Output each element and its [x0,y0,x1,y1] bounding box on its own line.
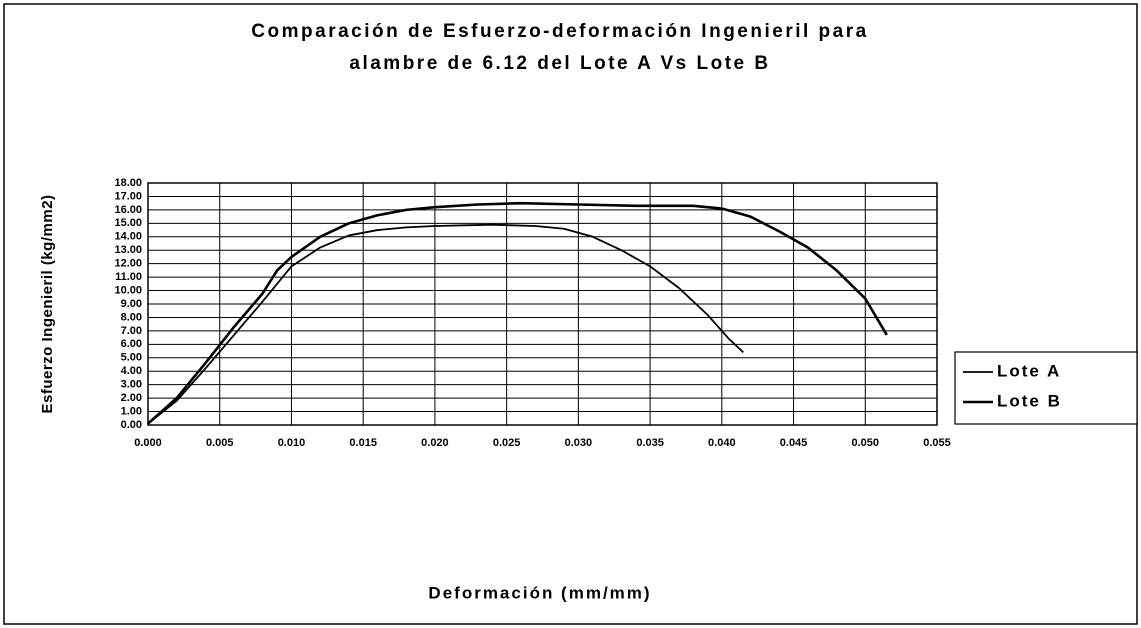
legend-label: Lote A [997,361,1061,380]
y-tick-label: 10.00 [114,284,142,296]
series-line [147,201,888,425]
x-tick-label: 0.040 [708,437,736,449]
y-tick-label: 2.00 [121,392,142,404]
x-tick-label: 0.045 [780,437,808,449]
y-tick-label: 1.00 [121,405,142,417]
y-tick-label: 18.00 [114,177,142,189]
y-tick-label: 8.00 [121,311,142,323]
x-tick-label: 0.025 [493,437,521,449]
y-tick-label: 3.00 [121,379,142,391]
legend-box [954,351,1138,425]
x-tick-label: 0.000 [134,437,162,449]
y-tick-label: 12.00 [114,258,142,270]
y-tick-label: 9.00 [121,298,142,310]
x-tick-label: 0.020 [421,437,449,449]
x-tick-label: 0.030 [565,437,593,449]
legend-label: Lote B [997,391,1062,410]
y-axis-label: Esfuerzo Ingenieril (kg/mm2) [39,194,56,413]
y-tick-label: 4.00 [121,365,142,377]
x-tick-label: 0.015 [349,437,377,449]
x-tick-label: 0.010 [278,437,306,449]
x-tick-label: 0.035 [636,437,664,449]
y-tick-label: 15.00 [114,217,142,229]
y-tick-label: 0.00 [121,419,142,431]
y-tick-label: 17.00 [114,190,142,202]
x-axis-label: Deformación (mm/mm) [428,583,651,602]
y-tick-label: 11.00 [115,271,142,283]
y-tick-label: 16.00 [114,204,142,216]
y-tick-label: 6.00 [121,338,142,350]
chart-title: alambre de 6.12 del Lote A Vs Lote B [349,53,770,74]
x-tick-label: 0.055 [923,437,951,449]
x-tick-label: 0.050 [852,437,880,449]
y-tick-label: 7.00 [121,325,142,337]
plot-border [147,182,938,426]
chart-border [3,3,1138,625]
series-line [147,223,744,425]
x-tick-label: 0.005 [206,437,234,449]
y-tick-label: 5.00 [121,352,142,364]
y-tick-label: 13.00 [114,244,142,256]
y-tick-label: 14.00 [114,231,142,243]
chart-title: Comparación de Esfuerzo-deformación Inge… [251,21,868,42]
